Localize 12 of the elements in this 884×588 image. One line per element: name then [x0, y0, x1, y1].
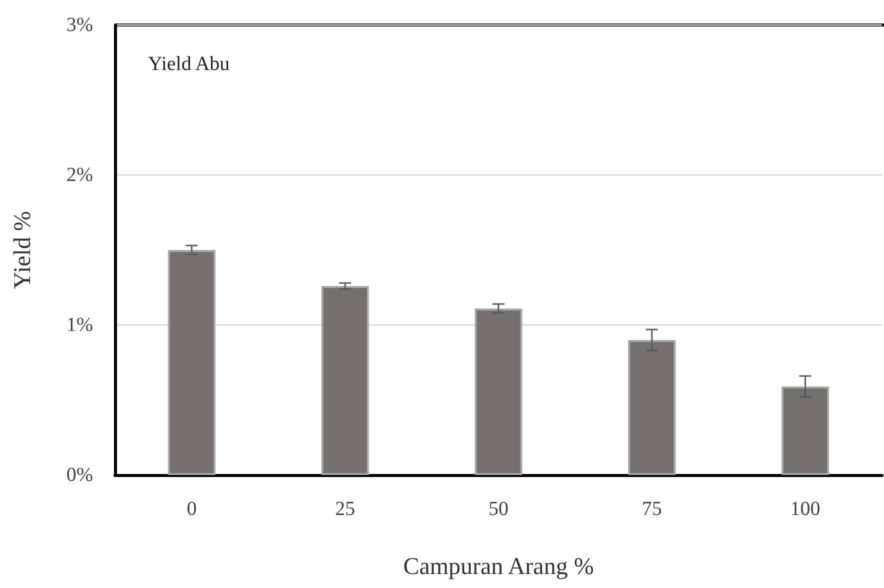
x-tick-label: 25 — [335, 498, 356, 520]
y-tick-label: 1% — [66, 314, 93, 336]
x-tick-label: 0 — [186, 498, 197, 520]
y-tick-label: 2% — [66, 164, 93, 186]
x-tick-label: 75 — [642, 498, 662, 520]
x-tick-label: 100 — [790, 498, 820, 520]
x-tick-label: 50 — [488, 498, 508, 520]
x-axis-title: Campuran Arang % — [403, 554, 594, 580]
annotation: Yield Abu — [148, 53, 230, 75]
y-tick-label: 0% — [66, 464, 93, 486]
y-axis-title: Yield % — [10, 211, 36, 289]
y-tick-label: 3% — [66, 14, 93, 36]
